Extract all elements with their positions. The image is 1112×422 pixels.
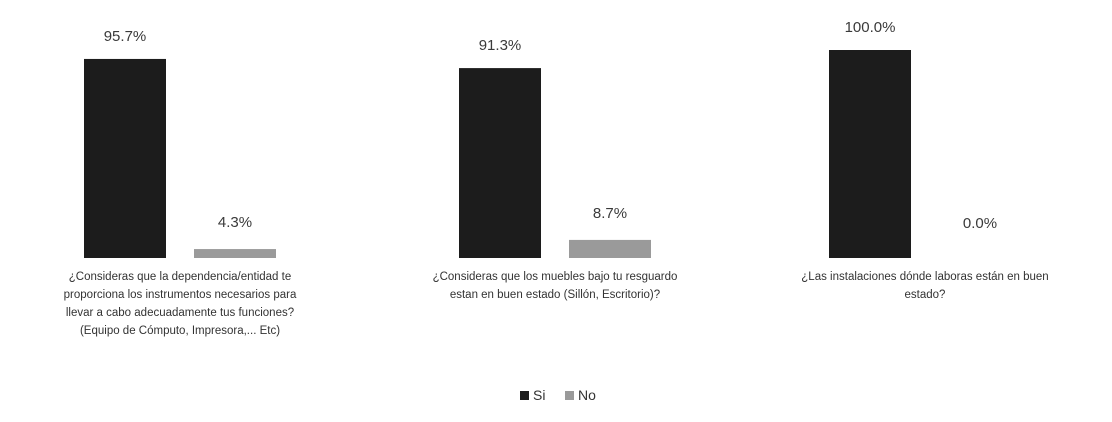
bar-si-3 xyxy=(829,50,911,258)
category-label-1-line-1: ¿Consideras que la dependencia/entidad t… xyxy=(69,271,292,283)
legend-swatch-no xyxy=(565,391,574,400)
category-label-2-line-1: ¿Consideras que los muebles bajo tu resg… xyxy=(433,271,678,283)
value-labels-layer: 95.7% 4.3% 91.3% 8.7% 100.0% 0.0% xyxy=(104,19,997,232)
legend: Si No xyxy=(520,387,596,403)
category-labels-layer: ¿Consideras que la dependencia/entidad t… xyxy=(64,271,1049,337)
bar-no-2 xyxy=(569,239,651,258)
value-label-no-2: 8.7% xyxy=(593,205,627,222)
category-label-1-line-4: (Equipo de Cómputo, Impresora,... Etc) xyxy=(80,325,280,337)
legend-label-no: No xyxy=(578,387,596,403)
legend-swatch-si xyxy=(520,391,529,400)
category-label-2-line-2: estan en buen estado (Sillón, Escritorio… xyxy=(450,289,660,301)
bar-si-2 xyxy=(459,68,541,258)
category-label-3-line-2: estado? xyxy=(905,289,946,301)
value-label-no-1: 4.3% xyxy=(218,214,252,231)
category-label-1-line-3: llevar a cabo adecuadamente tus funcione… xyxy=(66,307,294,319)
legend-label-si: Si xyxy=(533,387,545,403)
category-label-1-line-2: proporciona los instrumentos necesarios … xyxy=(64,289,297,301)
value-label-si-1: 95.7% xyxy=(104,28,147,45)
bars-layer xyxy=(84,50,911,258)
category-label-3-line-1: ¿Las instalaciones dónde laboras están e… xyxy=(801,271,1048,283)
bar-si-1 xyxy=(84,58,166,258)
value-label-si-2: 91.3% xyxy=(479,37,522,54)
value-label-no-3: 0.0% xyxy=(963,215,997,232)
bar-no-1 xyxy=(194,249,276,258)
value-label-si-3: 100.0% xyxy=(845,19,896,36)
